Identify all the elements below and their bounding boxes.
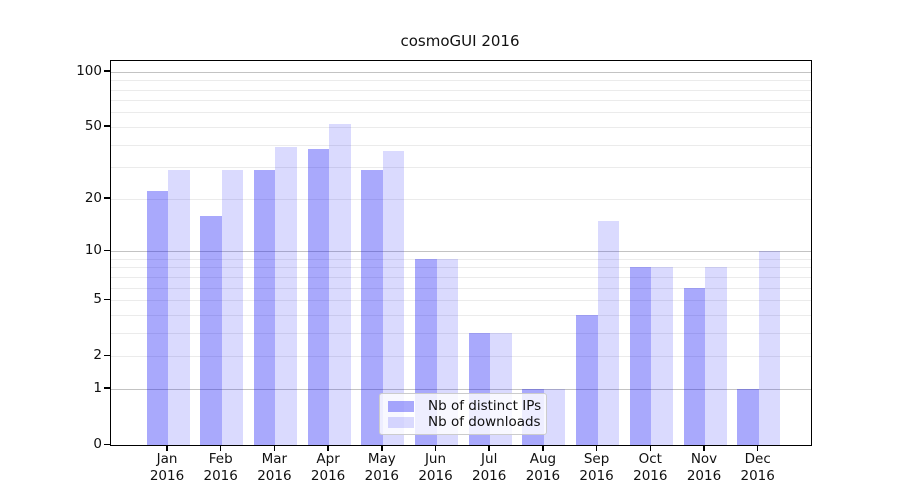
gridline-minor <box>111 198 811 200</box>
x-tick-mark <box>542 445 544 451</box>
x-tick-mark <box>595 445 598 451</box>
y-tick-mark <box>104 125 110 127</box>
gridline-minor <box>111 126 811 128</box>
bar-ips-oct <box>629 267 652 445</box>
x-tick-label-apr: Apr 2016 <box>310 451 346 484</box>
y-tick-label: 100 <box>76 62 102 79</box>
bar-downloads-sep <box>597 220 620 445</box>
x-tick-label-jun: Jun 2016 <box>418 451 453 484</box>
bar-ips-sep <box>576 314 598 445</box>
bar-ips-apr <box>307 148 330 445</box>
y-tick-mark <box>104 249 110 252</box>
x-tick-label-feb: Feb 2016 <box>203 451 238 484</box>
gridline-minor <box>111 332 811 334</box>
y-tick-label: 2 <box>93 347 102 364</box>
legend-label-distinct-ips: Nb of distinct IPs <box>428 398 542 414</box>
gridline-minor <box>111 314 811 316</box>
bar-downloads-jan <box>168 169 190 445</box>
x-tick-mark <box>327 445 329 451</box>
x-tick-label-sep: Sep 2016 <box>579 451 614 484</box>
x-tick-mark <box>434 445 437 451</box>
bar-ips-nov <box>683 287 705 445</box>
gridline-minor <box>111 267 811 269</box>
bar-ips-feb <box>200 215 222 445</box>
x-tick-mark <box>273 445 276 451</box>
x-tick-mark <box>649 445 652 451</box>
x-tick-mark <box>166 445 168 451</box>
x-tick-label-may: May 2016 <box>364 451 399 484</box>
y-tick-mark <box>104 387 110 389</box>
bar-ips-dec <box>737 388 759 445</box>
x-tick-mark <box>219 445 222 451</box>
chart-title: cosmoGUI 2016 <box>400 32 520 50</box>
bar-downloads-may <box>382 150 405 445</box>
bar-downloads-aug <box>543 388 566 445</box>
bar-downloads-mar <box>275 146 297 445</box>
bar-downloads-oct <box>651 267 673 445</box>
gridline-minor <box>111 300 811 302</box>
gridline-minor <box>111 89 811 91</box>
x-tick-mark <box>756 445 759 451</box>
y-tick-mark <box>104 354 110 357</box>
y-tick-label: 0 <box>93 436 102 452</box>
x-tick-mark <box>381 445 383 451</box>
legend: Nb of distinct IPs Nb of downloads <box>379 393 547 435</box>
y-tick-label: 1 <box>93 379 102 396</box>
legend-label-downloads: Nb of downloads <box>428 414 541 430</box>
gridline-major <box>111 388 811 390</box>
x-tick-label-jan: Jan 2016 <box>149 451 185 484</box>
gridline-minor <box>111 100 811 102</box>
plot-area <box>110 60 812 446</box>
bar-downloads-feb <box>221 169 244 445</box>
x-tick-label-mar: Mar 2016 <box>257 451 292 484</box>
gridline-minor <box>111 112 811 114</box>
legend-swatch-distinct-ips <box>388 400 414 412</box>
gridline-minor <box>111 258 811 260</box>
gridline-minor <box>111 356 811 358</box>
gridline-minor <box>111 144 811 146</box>
x-tick-label-jul: Jul 2016 <box>472 451 507 484</box>
x-tick-label-nov: Nov 2016 <box>686 451 722 484</box>
y-tick-label: 10 <box>84 242 102 259</box>
bar-downloads-nov <box>705 267 727 445</box>
bar-downloads-dec <box>758 251 781 445</box>
y-tick-mark <box>104 70 110 72</box>
x-tick-label-dec: Dec 2016 <box>740 451 775 484</box>
gridline-major <box>111 71 811 73</box>
y-tick-mark <box>104 298 110 301</box>
y-tick-mark <box>104 197 110 199</box>
bar-downloads-apr <box>329 123 351 445</box>
bar-ips-may <box>361 169 383 445</box>
gridline-major <box>111 251 811 253</box>
y-tick-mark <box>104 443 110 445</box>
gridline-minor <box>111 287 811 289</box>
x-tick-label-oct: Oct 2016 <box>633 451 668 484</box>
legend-swatch-downloads <box>388 416 414 428</box>
x-tick-mark <box>488 445 490 451</box>
bar-ips-mar <box>253 169 276 445</box>
x-tick-mark <box>703 445 705 451</box>
gridline-minor <box>111 276 811 278</box>
y-tick-label: 5 <box>93 291 102 308</box>
y-tick-label: 20 <box>84 189 102 206</box>
legend-item-distinct-ips: Nb of distinct IPs <box>388 398 542 414</box>
gridline-minor <box>111 167 811 169</box>
bar-ips-jan <box>146 191 168 445</box>
y-tick-label: 50 <box>84 117 102 134</box>
legend-item-downloads: Nb of downloads <box>388 414 541 430</box>
x-tick-label-aug: Aug 2016 <box>525 451 561 484</box>
gridline-minor <box>111 80 811 82</box>
